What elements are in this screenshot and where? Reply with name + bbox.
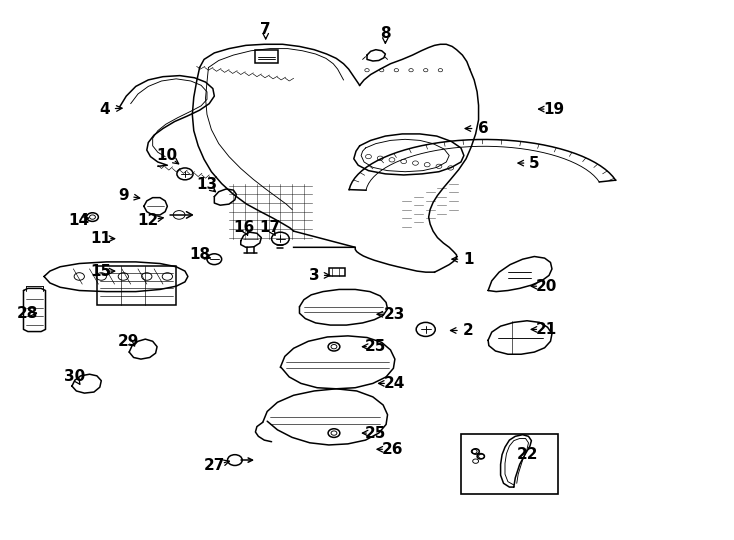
Text: 20: 20: [536, 279, 558, 294]
Text: 19: 19: [544, 102, 564, 117]
Text: 26: 26: [382, 442, 404, 457]
Bar: [461, 434, 558, 494]
Text: 25: 25: [365, 426, 387, 441]
Text: 28: 28: [17, 306, 39, 321]
Text: 12: 12: [138, 213, 159, 228]
Text: 29: 29: [117, 334, 139, 349]
Text: 17: 17: [260, 220, 280, 235]
Text: 3: 3: [309, 268, 319, 283]
Text: 9: 9: [118, 188, 128, 203]
Text: 25: 25: [365, 339, 387, 354]
Text: 2: 2: [463, 323, 473, 338]
Text: 5: 5: [529, 156, 539, 171]
Text: 23: 23: [384, 307, 406, 322]
Text: 10: 10: [157, 148, 178, 163]
Text: 22: 22: [516, 447, 538, 462]
Text: 30: 30: [65, 369, 85, 384]
Text: 4: 4: [99, 102, 109, 117]
Text: 11: 11: [91, 231, 112, 246]
Bar: [97, 266, 176, 305]
Bar: [329, 268, 345, 276]
Text: 7: 7: [261, 22, 271, 37]
Text: 24: 24: [384, 376, 406, 391]
Text: 13: 13: [197, 177, 217, 192]
Text: 18: 18: [189, 247, 210, 262]
Text: 21: 21: [537, 322, 557, 337]
Text: 27: 27: [203, 458, 225, 473]
Text: 1: 1: [463, 252, 473, 267]
Text: 14: 14: [69, 213, 90, 228]
Text: 6: 6: [478, 121, 488, 136]
Text: 15: 15: [91, 264, 112, 279]
Text: 16: 16: [233, 220, 254, 235]
Text: 8: 8: [380, 26, 390, 41]
